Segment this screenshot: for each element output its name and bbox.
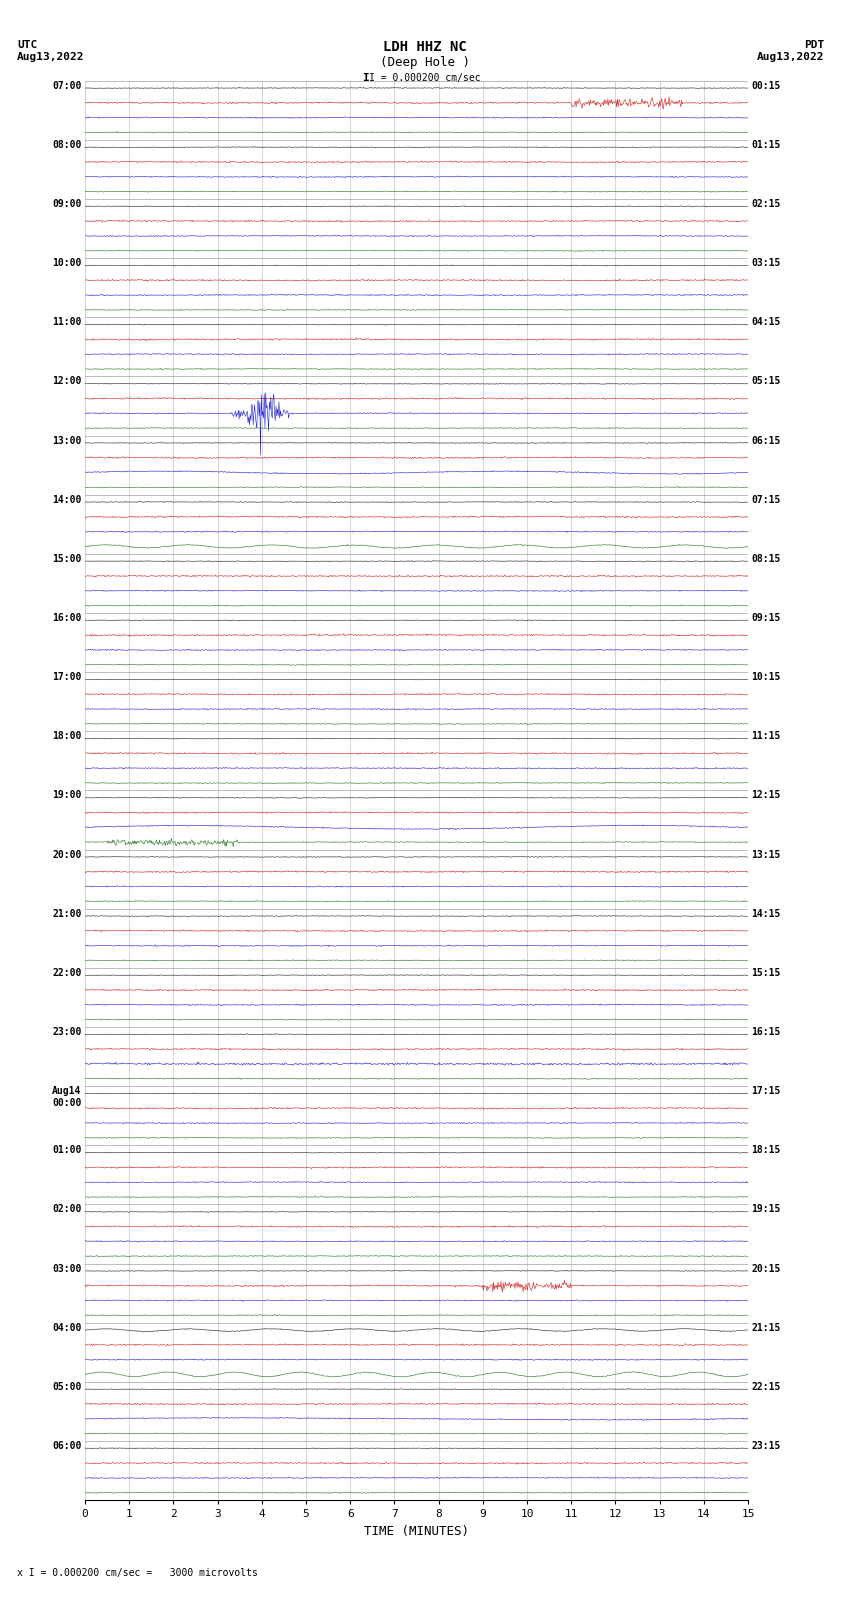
Text: 14:00: 14:00 bbox=[53, 495, 82, 505]
Text: 05:00: 05:00 bbox=[53, 1382, 82, 1392]
Text: I: I bbox=[362, 73, 369, 82]
Text: 03:00: 03:00 bbox=[53, 1263, 82, 1274]
Text: 10:00: 10:00 bbox=[53, 258, 82, 268]
Text: 08:15: 08:15 bbox=[751, 553, 780, 565]
Text: 10:15: 10:15 bbox=[751, 673, 780, 682]
Text: Aug14
00:00: Aug14 00:00 bbox=[53, 1086, 82, 1108]
Text: 12:15: 12:15 bbox=[751, 790, 780, 800]
Text: 16:15: 16:15 bbox=[751, 1027, 780, 1037]
Text: 03:15: 03:15 bbox=[751, 258, 780, 268]
Text: 23:00: 23:00 bbox=[53, 1027, 82, 1037]
Text: 22:00: 22:00 bbox=[53, 968, 82, 977]
Text: 18:15: 18:15 bbox=[751, 1145, 780, 1155]
Text: 23:15: 23:15 bbox=[751, 1440, 780, 1452]
Text: (Deep Hole ): (Deep Hole ) bbox=[380, 56, 470, 69]
Text: 09:15: 09:15 bbox=[751, 613, 780, 623]
Text: 02:00: 02:00 bbox=[53, 1205, 82, 1215]
Text: 06:00: 06:00 bbox=[53, 1440, 82, 1452]
Text: 00:15: 00:15 bbox=[751, 81, 780, 90]
Text: 21:15: 21:15 bbox=[751, 1323, 780, 1332]
Text: 02:15: 02:15 bbox=[751, 198, 780, 210]
Text: 15:00: 15:00 bbox=[53, 553, 82, 565]
Text: 04:15: 04:15 bbox=[751, 318, 780, 327]
Text: I = 0.000200 cm/sec: I = 0.000200 cm/sec bbox=[369, 73, 481, 82]
Text: 11:15: 11:15 bbox=[751, 731, 780, 742]
Text: 09:00: 09:00 bbox=[53, 198, 82, 210]
Text: 01:15: 01:15 bbox=[751, 140, 780, 150]
Text: 12:00: 12:00 bbox=[53, 376, 82, 387]
Text: 19:00: 19:00 bbox=[53, 790, 82, 800]
Text: UTC: UTC bbox=[17, 40, 37, 50]
Text: 06:15: 06:15 bbox=[751, 436, 780, 445]
Text: x I = 0.000200 cm/sec =   3000 microvolts: x I = 0.000200 cm/sec = 3000 microvolts bbox=[17, 1568, 258, 1578]
Text: 07:00: 07:00 bbox=[53, 81, 82, 90]
Text: 14:15: 14:15 bbox=[751, 908, 780, 919]
Text: 07:15: 07:15 bbox=[751, 495, 780, 505]
Text: 04:00: 04:00 bbox=[53, 1323, 82, 1332]
Text: 22:15: 22:15 bbox=[751, 1382, 780, 1392]
Text: 20:15: 20:15 bbox=[751, 1263, 780, 1274]
Text: 11:00: 11:00 bbox=[53, 318, 82, 327]
Text: 13:00: 13:00 bbox=[53, 436, 82, 445]
Text: 17:00: 17:00 bbox=[53, 673, 82, 682]
Text: 17:15: 17:15 bbox=[751, 1086, 780, 1097]
Text: 16:00: 16:00 bbox=[53, 613, 82, 623]
Text: Aug13,2022: Aug13,2022 bbox=[757, 52, 824, 61]
Text: Aug13,2022: Aug13,2022 bbox=[17, 52, 84, 61]
Text: 18:00: 18:00 bbox=[53, 731, 82, 742]
Text: 15:15: 15:15 bbox=[751, 968, 780, 977]
Text: PDT: PDT bbox=[804, 40, 824, 50]
Text: 01:00: 01:00 bbox=[53, 1145, 82, 1155]
Text: 20:00: 20:00 bbox=[53, 850, 82, 860]
Text: 08:00: 08:00 bbox=[53, 140, 82, 150]
Text: 21:00: 21:00 bbox=[53, 908, 82, 919]
Text: 13:15: 13:15 bbox=[751, 850, 780, 860]
X-axis label: TIME (MINUTES): TIME (MINUTES) bbox=[364, 1524, 469, 1537]
Text: 05:15: 05:15 bbox=[751, 376, 780, 387]
Text: 19:15: 19:15 bbox=[751, 1205, 780, 1215]
Text: LDH HHZ NC: LDH HHZ NC bbox=[383, 40, 467, 55]
